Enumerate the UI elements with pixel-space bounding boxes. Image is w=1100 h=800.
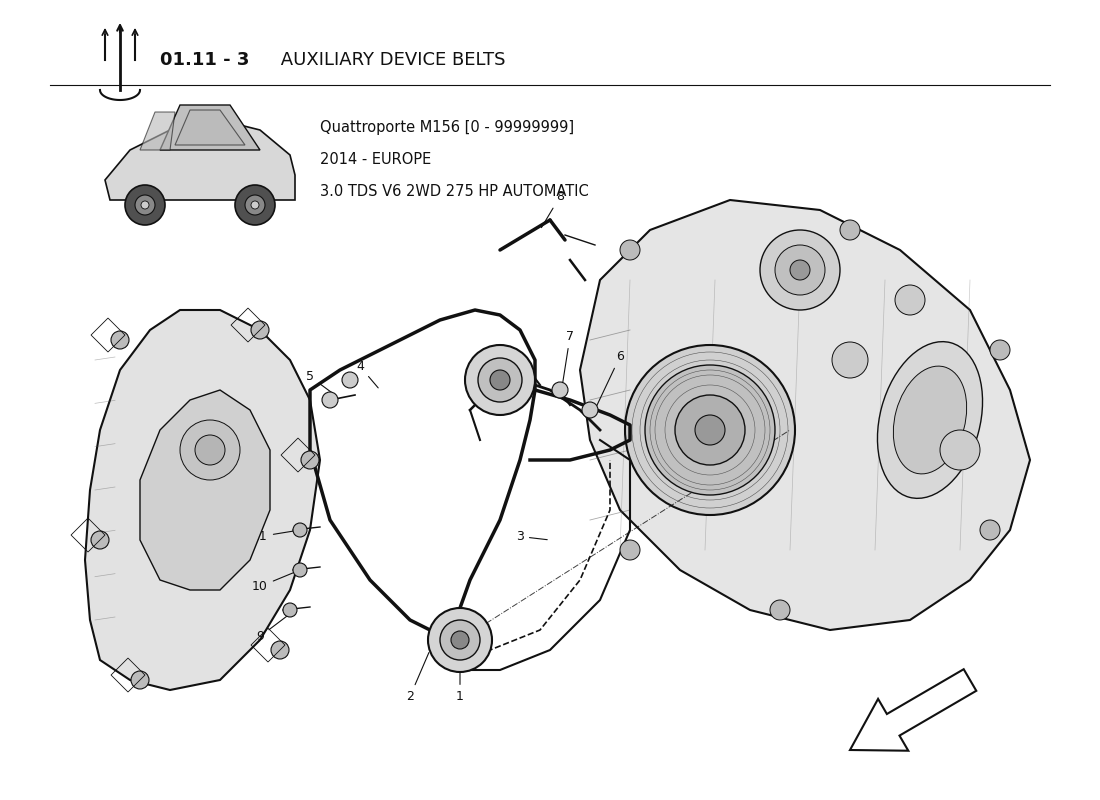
Text: 8: 8 [541, 190, 564, 228]
Polygon shape [175, 110, 245, 145]
Circle shape [790, 260, 810, 280]
Text: AUXILIARY DEVICE BELTS: AUXILIARY DEVICE BELTS [275, 51, 506, 69]
Circle shape [645, 365, 775, 495]
Circle shape [322, 392, 338, 408]
Circle shape [440, 620, 480, 660]
Circle shape [293, 523, 307, 537]
Ellipse shape [893, 366, 967, 474]
Circle shape [111, 331, 129, 349]
Text: 2: 2 [406, 653, 429, 703]
Circle shape [283, 603, 297, 617]
Circle shape [478, 358, 522, 402]
Circle shape [141, 201, 149, 209]
Circle shape [301, 451, 319, 469]
Circle shape [180, 420, 240, 480]
Text: 3: 3 [516, 530, 547, 543]
Circle shape [895, 285, 925, 315]
Circle shape [125, 185, 165, 225]
Text: 4: 4 [356, 360, 378, 388]
Circle shape [620, 540, 640, 560]
Circle shape [135, 195, 155, 215]
Text: 3.0 TDS V6 2WD 275 HP AUTOMATIC: 3.0 TDS V6 2WD 275 HP AUTOMATIC [320, 184, 588, 199]
Circle shape [451, 631, 469, 649]
Circle shape [91, 531, 109, 549]
Ellipse shape [878, 342, 982, 498]
Circle shape [245, 195, 265, 215]
Circle shape [235, 185, 275, 225]
Circle shape [840, 220, 860, 240]
Circle shape [832, 342, 868, 378]
Circle shape [271, 641, 289, 659]
Text: 01.11 - 3: 01.11 - 3 [160, 51, 250, 69]
Text: 5: 5 [306, 370, 333, 394]
Circle shape [776, 245, 825, 295]
Circle shape [342, 372, 358, 388]
Circle shape [251, 321, 270, 339]
Circle shape [251, 201, 258, 209]
Bar [72, 518, 104, 552]
Bar [111, 658, 145, 692]
Text: 7: 7 [560, 330, 574, 398]
Circle shape [552, 382, 568, 398]
FancyArrow shape [850, 670, 977, 750]
Circle shape [620, 240, 640, 260]
Bar [280, 438, 315, 472]
Text: 2014 - EUROPE: 2014 - EUROPE [320, 152, 431, 167]
Circle shape [625, 345, 795, 515]
Circle shape [293, 563, 307, 577]
Circle shape [940, 430, 980, 470]
Polygon shape [104, 120, 295, 200]
Polygon shape [140, 112, 175, 150]
Text: 9: 9 [256, 612, 293, 643]
Circle shape [582, 402, 598, 418]
Bar [231, 308, 265, 342]
Circle shape [675, 395, 745, 465]
Circle shape [465, 345, 535, 415]
Text: 6: 6 [591, 350, 624, 418]
Bar [91, 318, 125, 352]
Circle shape [490, 370, 510, 390]
Circle shape [770, 600, 790, 620]
Text: 10: 10 [252, 571, 297, 593]
Polygon shape [140, 390, 270, 590]
Text: 1: 1 [456, 668, 464, 703]
Circle shape [428, 608, 492, 672]
Circle shape [980, 520, 1000, 540]
Circle shape [760, 230, 840, 310]
Text: 11: 11 [252, 530, 297, 543]
Bar [251, 628, 285, 662]
Polygon shape [160, 105, 260, 150]
Text: Quattroporte M156 [0 - 99999999]: Quattroporte M156 [0 - 99999999] [320, 120, 574, 135]
Polygon shape [580, 200, 1030, 630]
Circle shape [131, 671, 149, 689]
Circle shape [695, 415, 725, 445]
Circle shape [990, 340, 1010, 360]
Circle shape [195, 435, 226, 465]
Polygon shape [85, 310, 320, 690]
